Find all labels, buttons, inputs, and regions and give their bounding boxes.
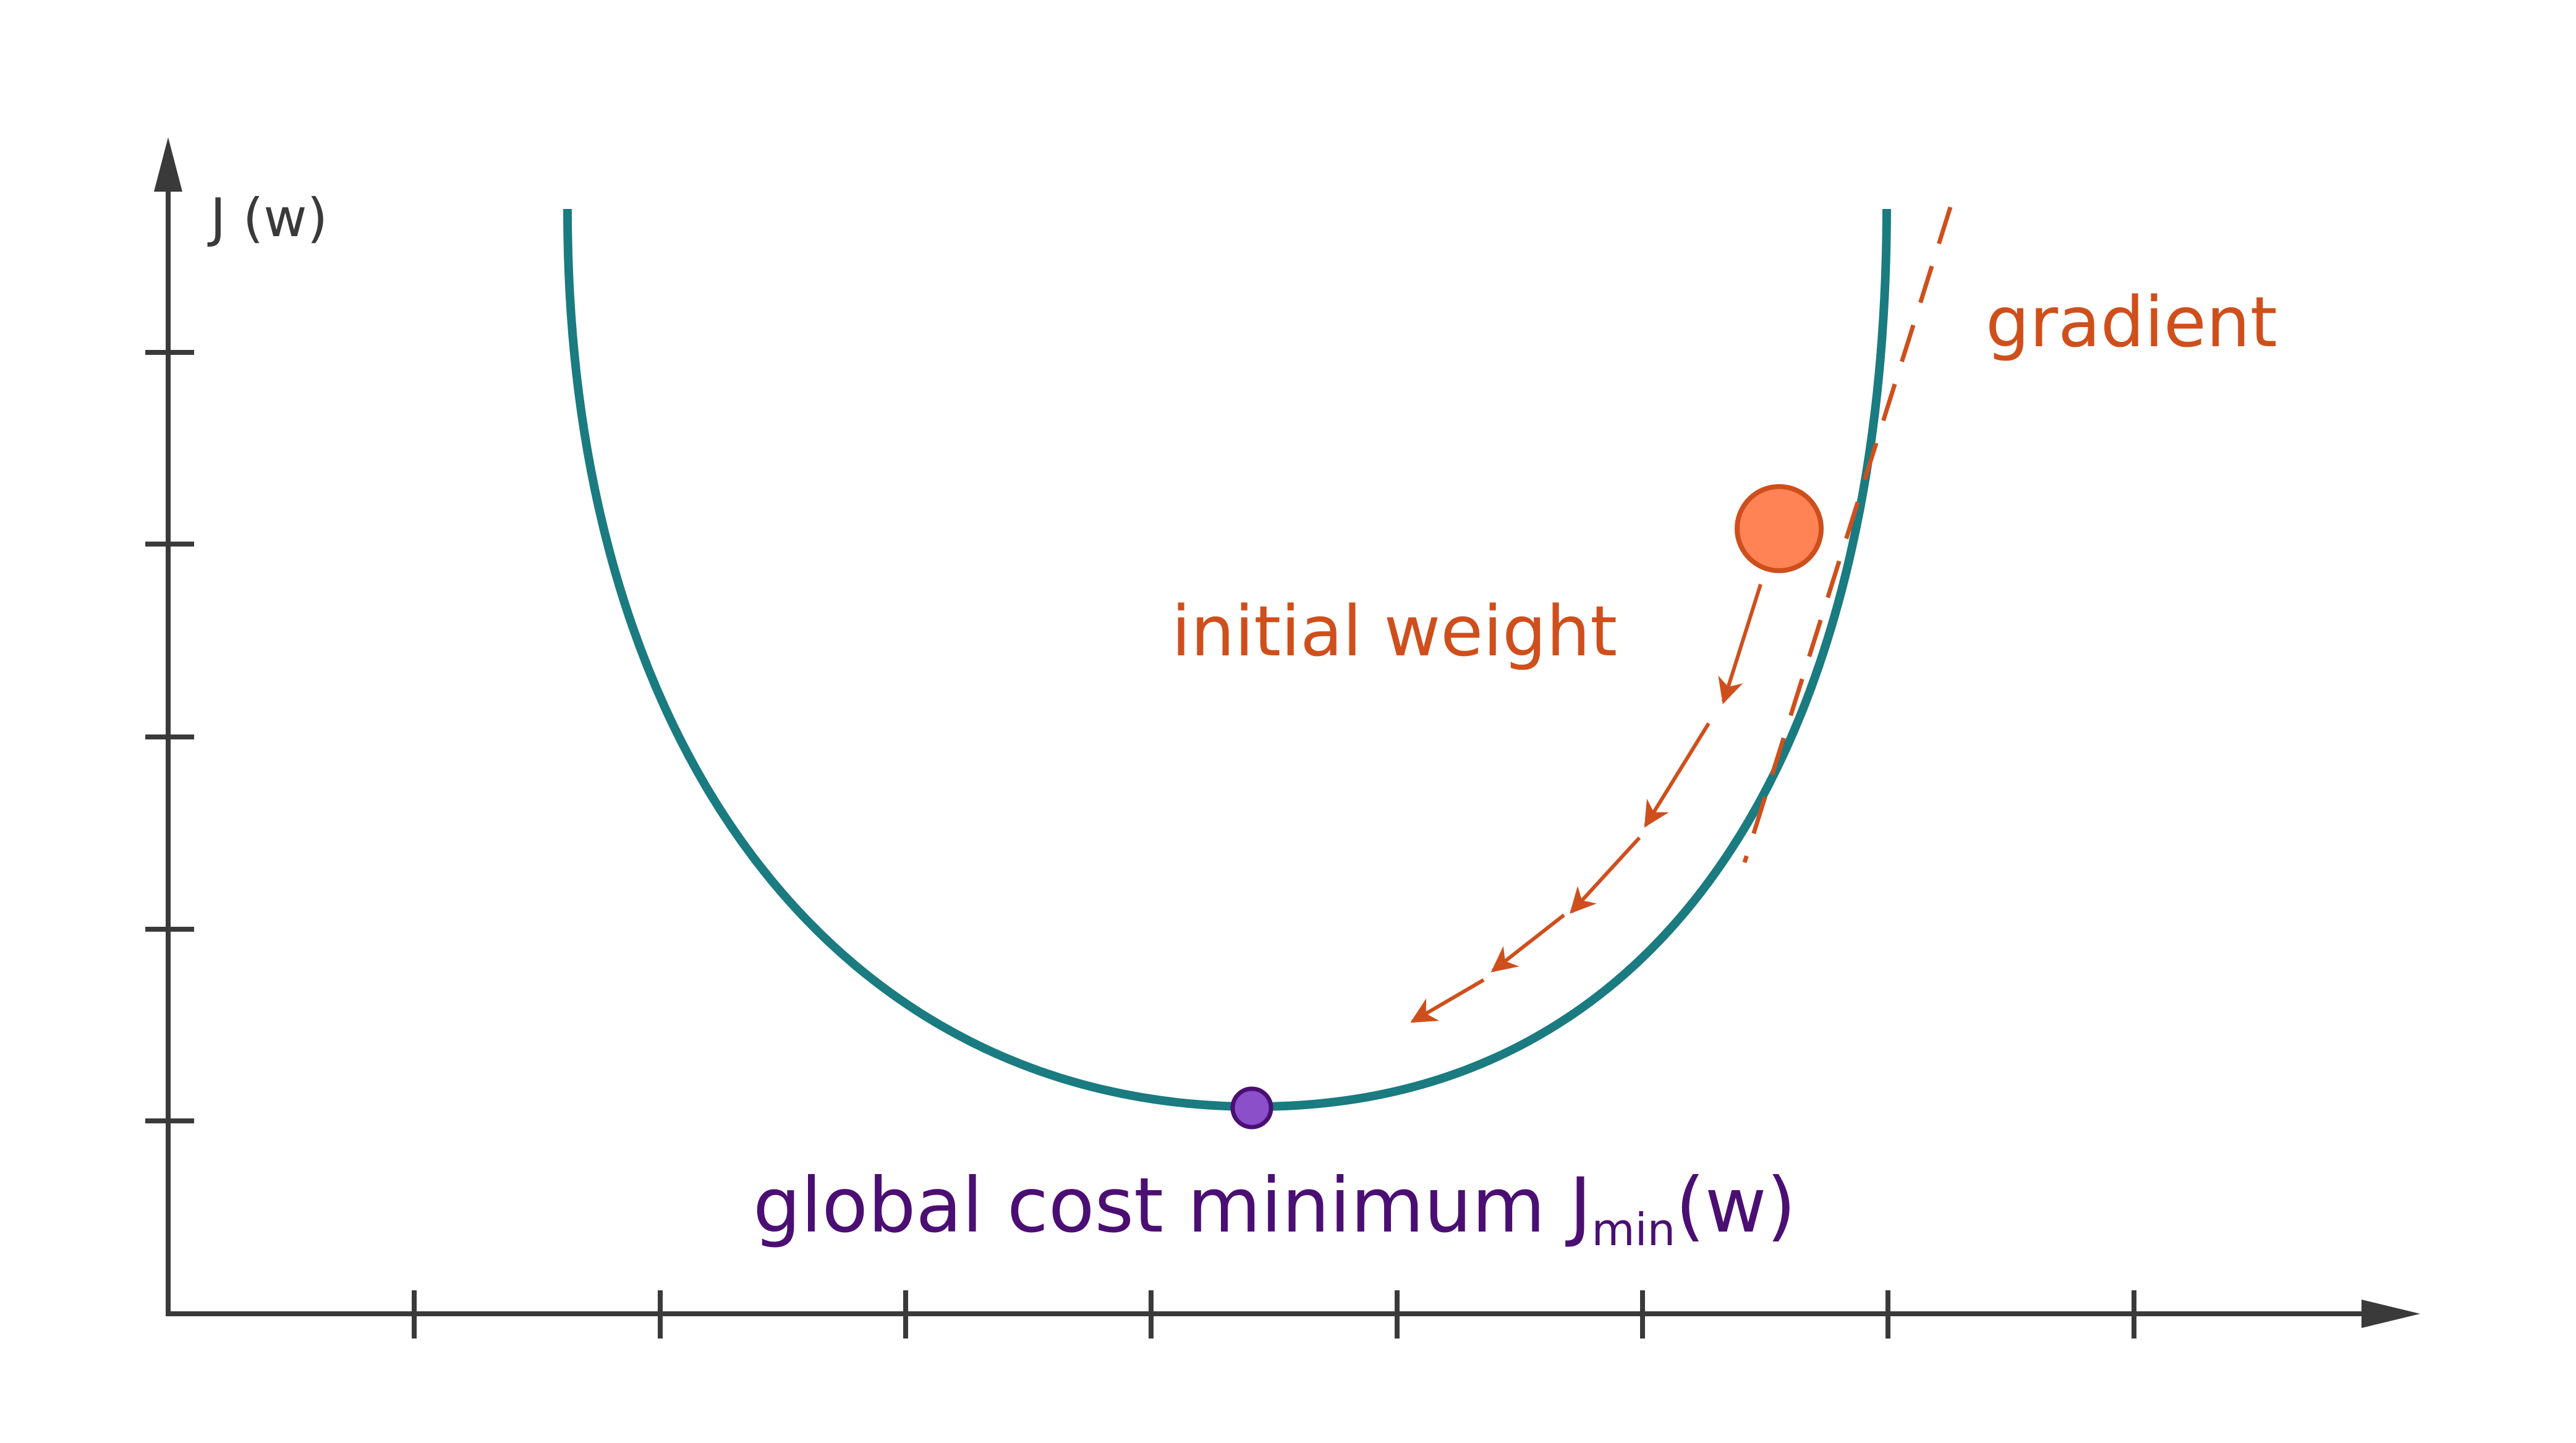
descent-step-arrow — [1570, 836, 1641, 914]
descent-step-arrow — [1644, 722, 1711, 828]
gradient-label: gradient — [1986, 283, 2277, 363]
global-minimum-label-suffix: (w) — [1675, 1162, 1796, 1249]
descent-step-arrow — [1718, 584, 1762, 705]
descent-step-arrow — [1490, 913, 1565, 973]
global-minimum-label-subscript: min — [1591, 1204, 1675, 1256]
y-axis-arrowhead — [154, 137, 182, 192]
descent-step-arrow — [1410, 978, 1485, 1023]
gradient-tangent-line — [1742, 206, 1953, 864]
initial-weight-marker — [1735, 484, 1824, 573]
y-axis-label: J (w) — [207, 187, 328, 249]
initial-weight-label: initial weight — [1171, 592, 1617, 672]
x-axis-arrowhead — [2361, 1300, 2420, 1328]
axes — [145, 137, 2420, 1339]
global-minimum-label-prefix: global cost minimum J — [753, 1162, 1591, 1249]
descent-steps — [1410, 584, 1762, 1023]
global-minimum-label: global cost minimum Jmin(w) — [753, 1162, 1796, 1256]
global-minimum-marker — [1230, 1086, 1273, 1130]
